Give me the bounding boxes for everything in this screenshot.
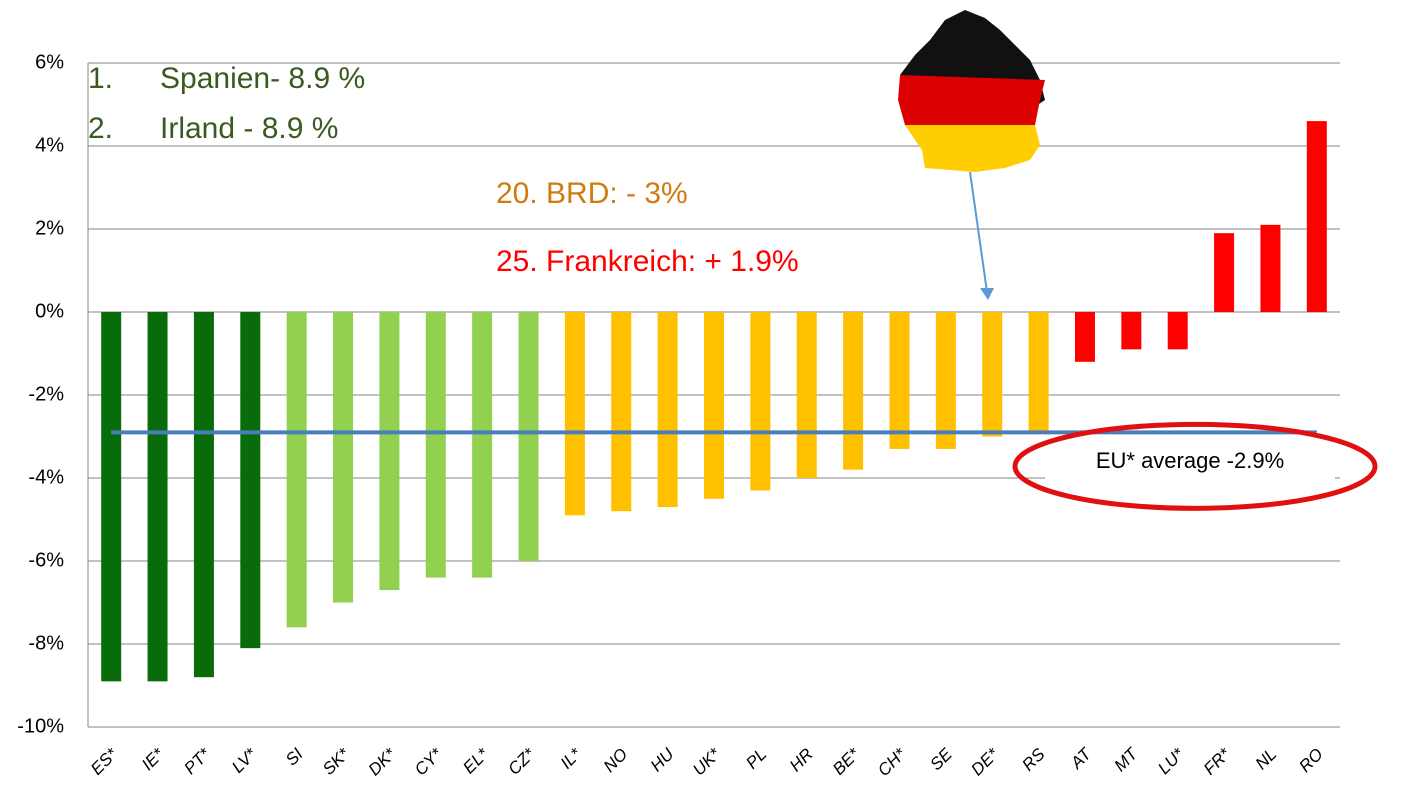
bar — [193, 312, 214, 678]
bar — [101, 312, 122, 682]
x-tick-label: NL — [1252, 745, 1281, 774]
highlight-ellipse — [1012, 421, 1378, 511]
y-tick-label: -2% — [28, 383, 64, 405]
x-tick-label: NO — [600, 745, 631, 776]
bar — [935, 312, 956, 449]
bar — [518, 312, 539, 561]
bar — [611, 312, 632, 512]
bar — [889, 312, 910, 449]
arrow-head — [980, 288, 994, 300]
bar — [796, 312, 817, 478]
bar — [982, 312, 1003, 437]
bar — [333, 312, 354, 603]
ranking-number: 1. — [88, 62, 113, 95]
x-tick-label: DE* — [967, 744, 1003, 780]
annotation: 25. Frankreich: + 1.9% — [496, 245, 799, 278]
y-tick-label: 4% — [35, 134, 64, 156]
x-tick-label: IE* — [138, 744, 168, 774]
x-tick-label: RS — [1018, 744, 1049, 775]
average-label: EU* average -2.9% — [1096, 448, 1284, 473]
overlay: EU* average -2.9% 1. Spanien- 8.9 % 2. Irlan… — [88, 62, 1378, 511]
bars: ES* IE* PT* LV* SI SK* DK* CY* EL* CZ* IL* NO HU UK* P… — [87, 121, 1327, 780]
x-tick-label: UK* — [689, 744, 725, 780]
y-tick-label: -6% — [28, 549, 64, 571]
bar — [657, 312, 678, 508]
bar — [750, 312, 771, 491]
x-tick-label: IL* — [557, 744, 586, 773]
ranking-number: 2. — [88, 112, 113, 145]
x-tick-label: SI — [282, 744, 307, 769]
y-tick-label: 6% — [35, 51, 64, 73]
x-tick-label: LV* — [228, 744, 261, 777]
annotation: 20. BRD: - 3% — [496, 177, 688, 210]
x-tick-label: PT* — [180, 744, 214, 778]
bar — [286, 312, 307, 628]
y-tick-label: -8% — [28, 632, 64, 654]
bar — [843, 312, 864, 470]
bar — [147, 312, 168, 682]
x-tick-label: SK* — [319, 744, 354, 779]
x-tick-label: FR* — [1200, 744, 1235, 779]
x-tick-label: CH* — [874, 744, 910, 780]
bar — [379, 312, 400, 591]
bar — [704, 312, 724, 499]
ranking-text: Spanien- 8.9 % — [160, 62, 365, 95]
y-tick-label: 0% — [35, 300, 64, 322]
x-tick-label: AT — [1066, 743, 1096, 773]
bar — [1167, 312, 1188, 350]
bar — [1260, 224, 1281, 312]
y-tick-label: -4% — [28, 466, 64, 488]
grid: -10% -8% -6% -4% -2% 0% 2% 4% 6% — [17, 51, 1340, 737]
x-tick-label: DK* — [365, 744, 401, 780]
germany-map — [898, 10, 1045, 172]
bar — [1121, 312, 1142, 350]
x-tick-label: RO — [1295, 745, 1326, 776]
bar — [472, 312, 493, 578]
arrow — [969, 171, 988, 293]
x-tick-label: PL — [742, 745, 770, 773]
x-tick-label: LU* — [1154, 744, 1188, 778]
x-tick-label: CZ* — [504, 744, 539, 779]
ranking-text: Irland - 8.9 % — [160, 112, 338, 145]
average-label-bg — [1045, 440, 1335, 481]
x-tick-label: CY* — [411, 744, 447, 780]
bar — [1306, 121, 1327, 312]
x-tick-label: MT — [1111, 743, 1143, 775]
x-tick-label: HU — [647, 744, 678, 775]
x-tick-label: ES* — [87, 744, 122, 779]
x-tick-label: HR — [786, 745, 817, 776]
bar — [1028, 312, 1049, 433]
y-tick-label: 2% — [35, 217, 64, 239]
bar — [240, 312, 261, 649]
y-tick-label: -10% — [17, 715, 64, 737]
x-tick-label: SE — [926, 744, 956, 774]
x-tick-label: BE* — [829, 744, 864, 779]
bar — [425, 312, 446, 578]
bar — [1214, 233, 1235, 312]
bar — [1074, 312, 1095, 362]
bar — [564, 312, 585, 516]
x-tick-label: EL* — [459, 744, 493, 778]
